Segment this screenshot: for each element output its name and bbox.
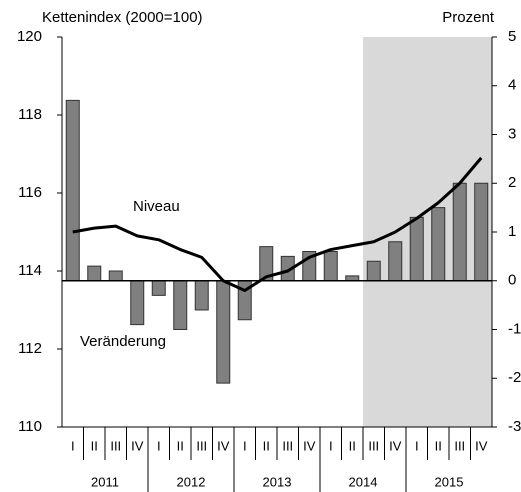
x-group-label: 2012 [177,474,206,489]
x-tick-label: III [454,438,465,453]
bar [173,280,188,330]
bar [151,280,166,296]
x-tick-label: II [349,438,356,453]
x-tick-label: II [263,438,270,453]
y2-tick-label: 2 [508,174,516,191]
x-group-label: 2011 [91,474,119,489]
bar [409,216,424,282]
y-axis-label: Kettenindex (2000=100) [42,9,203,26]
y2-tick-label: -2 [508,369,521,386]
y2-axis-label: Prozent [442,9,495,26]
line-annotation: Niveau [133,198,180,215]
bar [474,182,489,282]
x-group-label: 2014 [349,474,378,489]
bar [194,280,209,311]
x-tick-label: IV [131,438,144,453]
y2-tick-label: 0 [508,272,516,289]
bar-annotation: Veränderung [80,333,166,350]
bar [108,270,123,282]
x-tick-label: I [415,438,419,453]
bar [65,99,80,282]
y2-tick-label: 3 [508,125,516,142]
x-tick-label: II [91,438,98,453]
y-tick-label: 118 [18,106,42,123]
y-tick-label: 120 [17,28,42,45]
x-tick-label: I [157,438,161,453]
bar [431,207,446,282]
y2-tick-label: -1 [508,320,521,337]
y-tick-label: 114 [18,262,42,279]
y2-tick-label: 1 [508,223,516,240]
x-tick-label: III [110,438,121,453]
line [72,156,483,292]
y-tick-label: 110 [18,418,42,435]
x-group-label: 2015 [435,474,464,489]
y2-tick-label: 4 [508,77,516,94]
forecast-shading [363,37,492,427]
x-tick-label: IV [217,438,230,453]
y-tick-label: 116 [18,184,42,201]
y2-tick-label: -3 [508,418,521,435]
x-tick-label: II [177,438,184,453]
x-tick-label: III [368,438,379,453]
bar [388,241,403,282]
bar [323,251,338,282]
x-tick-label: I [329,438,333,453]
x-tick-label: III [282,438,293,453]
y-tick-label: 112 [18,340,42,357]
x-tick-label: IV [475,438,488,453]
x-tick-label: III [196,438,207,453]
bar [87,265,102,282]
bar [366,260,381,282]
x-tick-label: II [435,438,442,453]
x-group-label: 2013 [263,474,292,489]
bar [216,280,231,384]
x-tick-label: I [243,438,247,453]
bar [130,280,145,326]
bar [452,182,467,282]
x-tick-label: IV [303,438,316,453]
x-tick-label: I [71,438,75,453]
y2-tick-label: 5 [508,28,516,45]
x-tick-label: IV [389,438,402,453]
